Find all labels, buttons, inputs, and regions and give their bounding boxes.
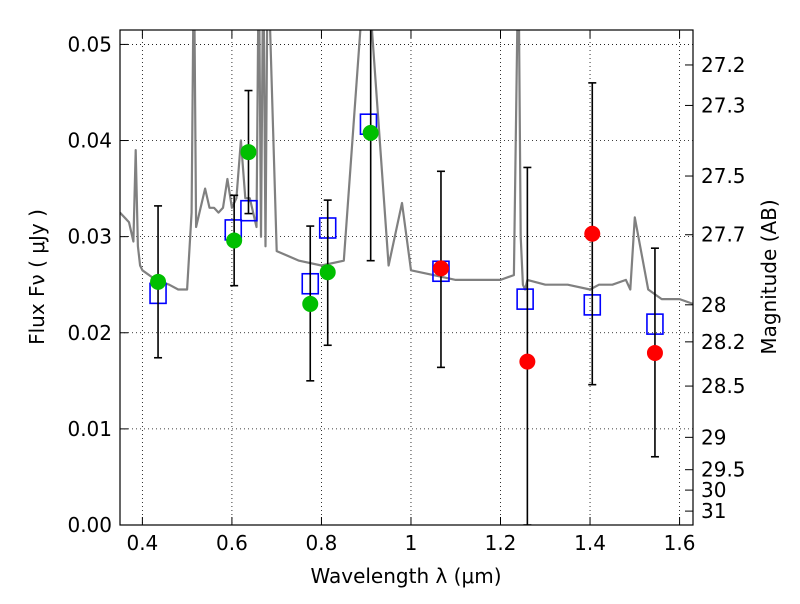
mag-tick-label: 27.7 (701, 223, 746, 247)
mag-tick-label: 27.3 (701, 93, 746, 117)
observed-point (362, 124, 379, 141)
y-tick-label: 0.00 (67, 513, 112, 537)
x-tick-label: 0.4 (126, 531, 158, 555)
y-axis-title: Flux Fν ( μJy ) (25, 209, 49, 345)
model-photometry-square (516, 288, 534, 310)
x-tick-label: 0.6 (216, 531, 248, 555)
y2-axis-title: Magnitude (AB) (757, 199, 781, 354)
mag-tick-label: 28.2 (701, 330, 746, 354)
observed-point (226, 232, 243, 249)
y-tick-label: 0.05 (67, 32, 112, 56)
observed-point (432, 260, 449, 277)
mag-tick-label: 29 (701, 425, 726, 449)
observed-point (302, 295, 319, 312)
mag-tick-label: 29.5 (701, 458, 746, 482)
y-tick-label: 0.01 (67, 417, 112, 441)
grid (120, 30, 693, 526)
y-tick-label: 0.02 (67, 321, 112, 345)
mag-tick-label: 30 (701, 478, 726, 502)
x-tick-label: 1.4 (574, 531, 606, 555)
observed-point (646, 344, 663, 361)
y-tick-label: 0.03 (67, 225, 112, 249)
plot-area (120, 30, 693, 525)
mag-tick-label: 27.2 (701, 53, 746, 77)
mag-tick-label: 28 (701, 293, 726, 317)
x-tick-label: 1.6 (664, 531, 696, 555)
plot-content (120, 30, 693, 525)
y-tick-label: 0.04 (67, 129, 112, 153)
plot-frame (119, 29, 694, 526)
x-tick-label: 1 (405, 531, 418, 555)
observed-point (319, 264, 336, 281)
observed-point (150, 273, 167, 290)
axes: 0.4 0.6 0.8 1 1.2 1.4 1.6 0.00 0.01 0.02 0.03 0.04 0… (67, 30, 746, 555)
x-tick-label: 0.8 (306, 531, 338, 555)
mag-tick-label: 28.5 (701, 374, 746, 398)
x-tick-label: 1.2 (485, 531, 517, 555)
mag-tick-label: 31 (701, 499, 726, 523)
x-axis-title: Wavelength λ (μm) (310, 564, 501, 588)
spectrum-line (120, 30, 693, 305)
observed-point (584, 225, 601, 242)
observed-point (240, 144, 257, 161)
observed-point (519, 353, 536, 370)
mag-tick-label: 27.5 (701, 164, 746, 188)
